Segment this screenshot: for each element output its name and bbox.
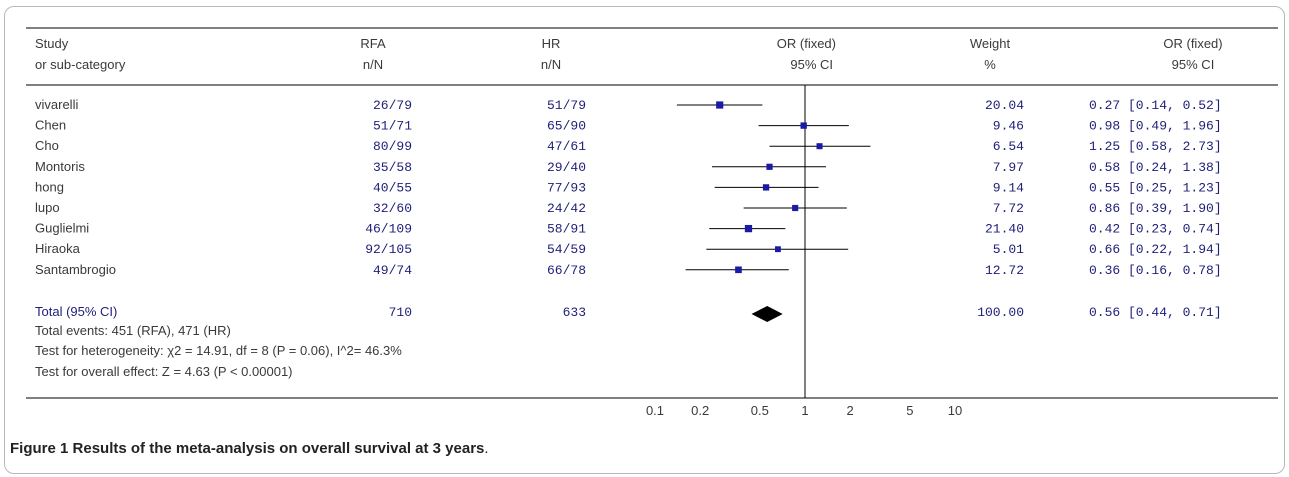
- plot-marks: [676, 85, 871, 398]
- study-weight: 12.72: [985, 263, 1024, 278]
- header-or-plot: OR (fixed): [777, 36, 836, 51]
- study-or-ci: 0.58 [0.24, 1.38]: [1089, 160, 1222, 175]
- study-or-ci: 0.55 [0.25, 1.23]: [1089, 180, 1222, 195]
- header-weight: Weight: [970, 36, 1011, 51]
- study-name: Chen: [35, 118, 66, 133]
- point-estimate: [744, 224, 753, 233]
- rfa-events: 26/79: [373, 98, 412, 113]
- header-rfa: RFA: [360, 36, 386, 51]
- hr-events: 58/91: [547, 222, 586, 237]
- hr-events: 65/90: [547, 119, 586, 134]
- total-events: Total events: 451 (RFA), 471 (HR): [35, 323, 231, 338]
- rfa-events: 46/109: [365, 222, 412, 237]
- study-weight: 21.40: [985, 222, 1024, 237]
- x-tick-label: 10: [948, 403, 962, 418]
- figure-title: Results of the meta-analysis on overall …: [72, 440, 485, 457]
- study-name: vivarelli: [35, 97, 78, 112]
- point-estimate: [716, 101, 724, 109]
- rfa-events: 49/74: [373, 263, 412, 278]
- x-tick-label: 2: [847, 403, 854, 418]
- point-estimate: [792, 204, 799, 212]
- rfa-events: 35/58: [373, 160, 412, 175]
- study-name: Cho: [35, 138, 59, 153]
- x-tick-label: 1: [801, 403, 808, 418]
- point-estimate: [766, 163, 773, 170]
- study-name: Montoris: [35, 159, 85, 174]
- study-name: Santambrogio: [35, 262, 116, 277]
- header-or-ci: OR (fixed): [1163, 36, 1222, 51]
- point-estimate: [816, 143, 823, 150]
- hr-events: 24/42: [547, 201, 586, 216]
- study-rows: vivarelli 26/79 51/79 20.04 0.27 [0.14, 0.52…: [35, 97, 1222, 278]
- heterogeneity-test: Test for heterogeneity: χ2 = 14.91, df =…: [35, 343, 402, 358]
- overall-effect-test: Test for overall effect: Z = 4.63 (P < 0…: [35, 364, 293, 379]
- hr-events: 29/40: [547, 160, 586, 175]
- study-weight: 5.01: [993, 242, 1024, 257]
- header-ci-plot: 95% CI: [790, 57, 833, 72]
- header-hr-nn: n/N: [541, 57, 561, 72]
- point-estimate: [800, 122, 807, 129]
- figure-caption: Figure 1 Results of the meta-analysis on…: [10, 440, 489, 457]
- rfa-events: 51/71: [373, 119, 412, 134]
- x-axis-ticks: 0.1 0.2 0.5 1 2 5 10: [646, 403, 962, 418]
- x-tick-label: 0.5: [751, 403, 769, 418]
- figure-label: Figure 1: [10, 440, 69, 457]
- hr-events: 66/78: [547, 263, 586, 278]
- hr-events: 54/59: [547, 242, 586, 257]
- x-tick-label: 5: [906, 403, 913, 418]
- hr-events: 47/61: [547, 139, 586, 154]
- figure-frame: [4, 6, 1285, 474]
- total-rfa: 710: [389, 305, 412, 320]
- rfa-events: 40/55: [373, 180, 412, 195]
- forest-plot: Study or sub-category RFA n/N HR n/N OR …: [26, 27, 1278, 418]
- total-hr: 633: [563, 305, 586, 320]
- study-or-ci: 0.86 [0.39, 1.90]: [1089, 201, 1222, 216]
- study-weight: 9.46: [993, 119, 1024, 134]
- study-name: Hiraoka: [35, 241, 81, 256]
- x-tick-label: 0.2: [691, 403, 709, 418]
- total-label: Total (95% CI): [35, 304, 117, 319]
- study-or-ci: 0.98 [0.49, 1.96]: [1089, 119, 1222, 134]
- header-or-ci-sub: 95% CI: [1172, 57, 1215, 72]
- study-or-ci: 0.42 [0.23, 0.74]: [1089, 222, 1222, 237]
- study-or-ci: 1.25 [0.58, 2.73]: [1089, 139, 1222, 154]
- point-estimate: [775, 246, 781, 253]
- header-hr: HR: [542, 36, 561, 51]
- point-estimate: [762, 184, 770, 191]
- study-or-ci: 0.27 [0.14, 0.52]: [1089, 98, 1222, 113]
- study-weight: 9.14: [993, 180, 1024, 195]
- header-rfa-nn: n/N: [363, 57, 383, 72]
- study-name: hong: [35, 179, 64, 194]
- pooled-diamond: [751, 306, 783, 322]
- study-or-ci: 0.66 [0.22, 1.94]: [1089, 242, 1222, 257]
- rfa-events: 80/99: [373, 139, 412, 154]
- point-estimate: [735, 266, 742, 274]
- rfa-events: 92/105: [365, 242, 412, 257]
- header-subcategory: or sub-category: [35, 57, 126, 72]
- study-or-ci: 0.36 [0.16, 0.78]: [1089, 263, 1222, 278]
- study-weight: 6.54: [993, 139, 1024, 154]
- header-weight-pct: %: [984, 57, 996, 72]
- total-or-ci: 0.56 [0.44, 0.71]: [1089, 305, 1222, 320]
- rfa-events: 32/60: [373, 201, 412, 216]
- study-weight: 20.04: [985, 98, 1024, 113]
- hr-events: 51/79: [547, 98, 586, 113]
- total-weight: 100.00: [977, 305, 1024, 320]
- header-study: Study: [35, 36, 69, 51]
- study-weight: 7.72: [993, 201, 1024, 216]
- study-name: lupo: [35, 200, 60, 215]
- hr-events: 77/93: [547, 180, 586, 195]
- x-tick-label: 0.1: [646, 403, 664, 418]
- study-name: Guglielmi: [35, 221, 89, 236]
- study-weight: 7.97: [993, 160, 1024, 175]
- figure-caption-end: .: [484, 440, 489, 457]
